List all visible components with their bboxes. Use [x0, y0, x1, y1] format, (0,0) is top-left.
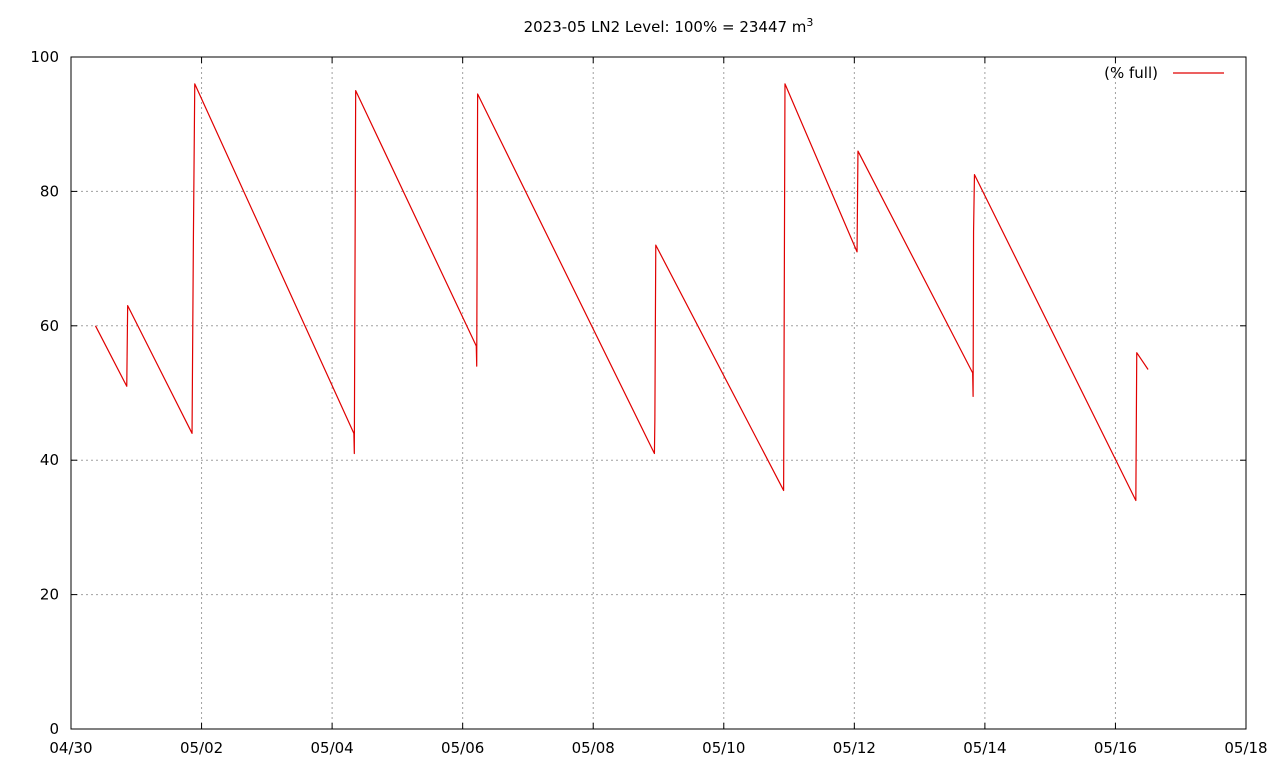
x-tick-label: 05/14	[963, 739, 1006, 757]
legend-label: (% full)	[1104, 64, 1158, 82]
x-tick-label: 05/12	[833, 739, 876, 757]
axis-ticks: 0 20 40 60 80 100 04/30 05/02 05/04 05/06 05/08 05/…	[30, 48, 1267, 757]
x-tick-label: 05/16	[1094, 739, 1137, 757]
plot-frame	[70, 56, 1247, 730]
y-tick-label: 60	[40, 317, 59, 335]
chart-title: 2023-05 LN2 Level: 100% = 23447 m3	[524, 16, 814, 36]
series-line	[94, 83, 1149, 502]
y-tick-label: 80	[40, 182, 59, 200]
y-tick-label: 0	[49, 720, 59, 738]
x-tick-label: 05/18	[1224, 739, 1267, 757]
x-tick-label: 05/06	[441, 739, 484, 757]
chart-title-main: 2023-05 LN2 Level: 100% = 23447 m	[524, 18, 807, 36]
x-tick-label: 05/08	[572, 739, 615, 757]
grid	[71, 57, 1246, 729]
y-tick-label: 100	[30, 48, 59, 66]
x-tick-label: 05/10	[702, 739, 745, 757]
legend: (% full)	[1104, 64, 1224, 82]
y-tick-label: 40	[40, 451, 59, 469]
series-layer	[94, 83, 1149, 502]
x-tick-label: 05/04	[310, 739, 353, 757]
chart-title-superscript: 3	[806, 16, 813, 29]
y-tick-label: 20	[40, 586, 59, 604]
x-tick-label: 04/30	[49, 739, 92, 757]
x-tick-label: 05/02	[180, 739, 223, 757]
